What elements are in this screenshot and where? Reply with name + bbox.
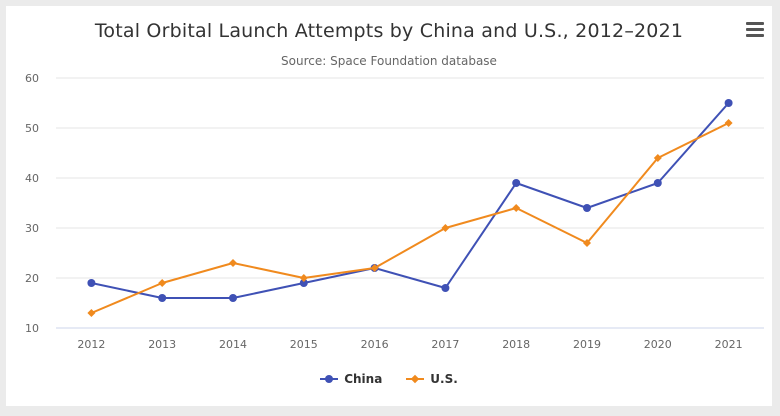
legend-item-china[interactable]: China [320, 372, 382, 386]
y-tick-label: 10 [25, 322, 39, 335]
line-chart: 10 20 30 40 50 60 2012 2013 2014 2015 2016 2017 2018… [25, 72, 764, 351]
hamburger-menu-icon[interactable] [746, 22, 764, 38]
y-tick-label: 40 [25, 172, 39, 185]
data-point-china [158, 294, 167, 302]
y-tick-label: 50 [25, 122, 39, 135]
data-point-china [583, 204, 591, 212]
series-line-u-s [90, 122, 730, 314]
legend-marker-china [320, 374, 339, 384]
chart-container: 10 20 30 40 50 60 2012 2013 2014 2015 2016 2017 2018… [6, 6, 772, 406]
data-point-china [441, 284, 450, 292]
data-point-u-s [299, 274, 308, 282]
data-point-china [87, 279, 96, 287]
data-point-china [229, 294, 237, 302]
legend-label-us: U.S. [430, 372, 458, 386]
x-tick-label: 2016 [361, 338, 389, 351]
data-point-u-s [653, 154, 662, 162]
x-tick-label: 2018 [502, 338, 530, 351]
legend-marker-us [406, 374, 425, 384]
x-tick-label: 2021 [715, 338, 743, 351]
x-tick-label: 2013 [148, 338, 176, 351]
y-tick-label: 20 [25, 272, 39, 285]
chart-legend: China U.S. [6, 372, 772, 386]
x-tick-label: 2014 [219, 338, 247, 351]
series-line-china [90, 102, 730, 299]
data-point-u-s [370, 264, 379, 272]
data-point-china [299, 279, 308, 287]
data-point-u-s [229, 259, 237, 267]
data-point-china [512, 179, 521, 187]
chart-title: Total Orbital Launch Attempts by China a… [94, 20, 684, 42]
data-point-u-s [441, 224, 450, 232]
y-tick-label: 30 [25, 222, 39, 235]
x-tick-label: 2012 [77, 338, 105, 351]
x-tick-label: 2015 [290, 338, 318, 351]
legend-label-china: China [344, 372, 383, 386]
chart-subtitle: Source: Space Foundation database [281, 54, 497, 68]
data-point-china [724, 99, 733, 107]
x-tick-label: 2019 [573, 338, 601, 351]
data-point-u-s [158, 279, 167, 287]
data-point-u-s [583, 239, 591, 247]
legend-item-us[interactable]: U.S. [406, 372, 458, 386]
data-point-u-s [512, 204, 521, 212]
x-tick-label: 2017 [431, 338, 459, 351]
y-tick-label: 60 [25, 72, 39, 85]
data-point-china [653, 179, 662, 187]
data-point-u-s [724, 119, 733, 127]
x-tick-label: 2020 [644, 338, 672, 351]
data-point-u-s [87, 309, 96, 317]
